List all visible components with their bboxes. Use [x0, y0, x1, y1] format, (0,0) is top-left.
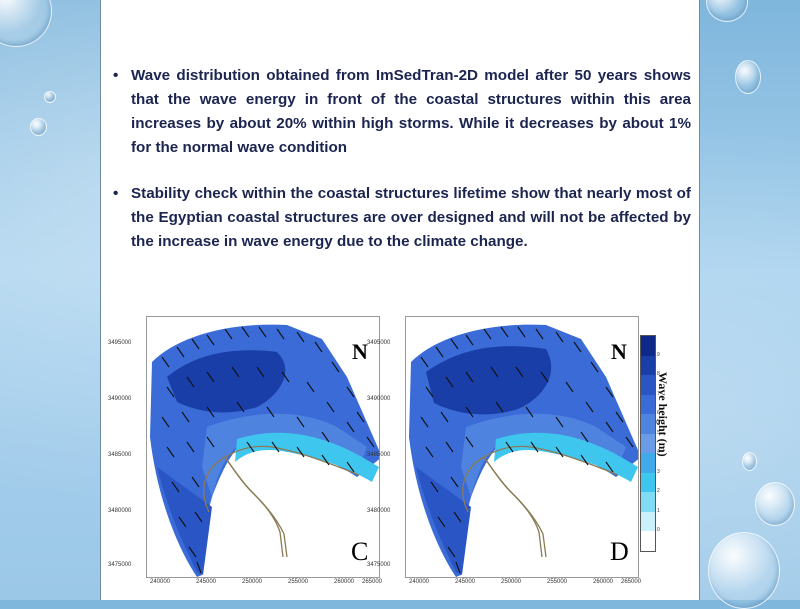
x-tick-label: 250000	[501, 579, 522, 585]
y-tick-label: 3480000	[108, 508, 132, 514]
x-tick-label: 265000	[621, 579, 642, 585]
panel-label-d: D	[610, 537, 629, 566]
x-tick-label: 265000	[362, 579, 383, 585]
colorbar-segment	[641, 433, 655, 454]
x-tick-label: 260000	[593, 579, 614, 585]
colorbar-segment	[641, 531, 655, 552]
colorbar-tick-label: 8	[657, 371, 660, 378]
y-tick-label: 3490000	[367, 396, 391, 402]
x-tick-label: 255000	[547, 579, 568, 585]
colorbar-tick-label: 1	[657, 507, 660, 514]
wave-arrows	[420, 326, 634, 574]
y-tick-label: 3485000	[108, 452, 132, 458]
x-tick-label: 250000	[242, 579, 263, 585]
y-tick-label: 3490000	[108, 396, 132, 402]
x-tick-label: 255000	[288, 579, 309, 585]
wave-map-c-graphic	[150, 324, 379, 577]
north-arrow: N	[352, 339, 368, 364]
y-tick-label: 3485000	[367, 452, 391, 458]
colorbar-tick-label: 0	[657, 527, 660, 534]
colorbar-segment	[641, 375, 655, 396]
bullet-item: Stability check within the coastal struc…	[111, 182, 691, 254]
y-tick-label: 3495000	[367, 340, 391, 346]
colorbar-segment	[641, 394, 655, 415]
x-tick-label: 240000	[409, 579, 430, 585]
bubble-decoration	[755, 482, 795, 526]
wave-arrows	[161, 326, 375, 574]
colorbar-tick-label: 2	[657, 488, 660, 495]
colorbar-segment	[641, 414, 655, 435]
colorbar-segment	[641, 511, 655, 532]
colorbar-segment	[641, 492, 655, 513]
bubble-decoration	[44, 91, 56, 103]
colorbar-tick-label: 7	[657, 390, 660, 397]
wave-map-d-graphic	[409, 324, 638, 577]
x-tick-label: 240000	[150, 579, 171, 585]
colorbar-tick-label: 4	[657, 449, 660, 456]
y-tick-label: 3475000	[367, 562, 391, 568]
wave-map-c: N C	[146, 316, 380, 578]
colorbar-tick-label: 3	[657, 468, 660, 475]
colorbar-tick-label: 6	[657, 410, 660, 417]
bubble-decoration	[30, 118, 47, 136]
wave-map-d: N D	[405, 316, 639, 578]
legend-title: Wave height (m)	[656, 372, 670, 457]
x-tick-label: 245000	[455, 579, 476, 585]
y-tick-label: 3475000	[108, 562, 132, 568]
y-tick-label: 3480000	[367, 508, 391, 514]
wave-height-colorbar	[640, 335, 656, 552]
panel-label-c: C	[351, 537, 369, 566]
colorbar-segment	[641, 472, 655, 493]
bullet-item: Wave distribution obtained from ImSedTra…	[111, 64, 691, 160]
x-tick-label: 260000	[334, 579, 355, 585]
colorbar-segment	[641, 453, 655, 474]
x-tick-label: 245000	[196, 579, 217, 585]
north-arrow: N	[611, 339, 627, 364]
bubble-decoration	[735, 60, 761, 94]
colorbar-segment	[641, 336, 655, 357]
bubble-decoration	[708, 532, 780, 609]
colorbar-segment	[641, 355, 655, 376]
bubble-decoration	[742, 452, 757, 471]
y-tick-label: 3495000	[108, 340, 132, 346]
colorbar-tick-label: 9	[657, 351, 660, 358]
bullet-list: Wave distribution obtained from ImSedTra…	[111, 64, 691, 276]
colorbar-tick-label: 5	[657, 429, 660, 436]
